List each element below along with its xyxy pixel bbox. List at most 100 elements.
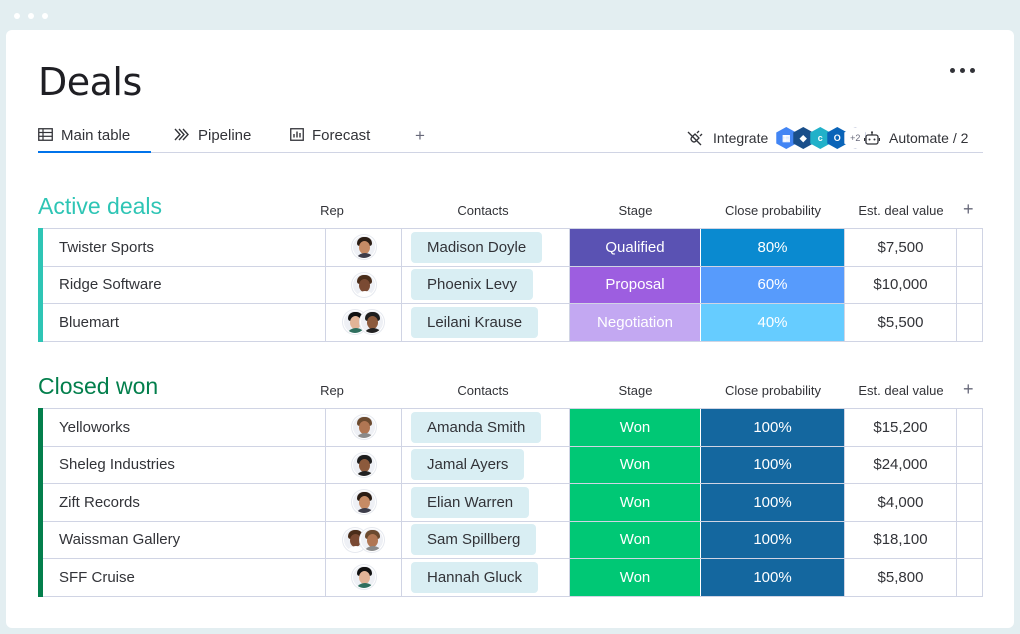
- close-probability-cell[interactable]: 100%: [701, 446, 845, 483]
- deal-name-cell[interactable]: Zift Records: [43, 484, 326, 521]
- deal-value-cell[interactable]: $15,200: [845, 409, 957, 446]
- deal-value-cell[interactable]: $4,000: [845, 484, 957, 521]
- stage-status-cell[interactable]: Won: [570, 409, 701, 446]
- add-column-button[interactable]: +: [963, 199, 974, 219]
- group-color-bar: [38, 445, 43, 484]
- browser-bar: [0, 0, 1020, 30]
- avatar[interactable]: [351, 272, 376, 297]
- integrate-button[interactable]: Integrate ▦ ◆ c O +2: [686, 126, 867, 150]
- deal-value-cell[interactable]: $24,000: [845, 446, 957, 483]
- contact-cell: Amanda Smith: [402, 409, 570, 446]
- automate-button[interactable]: Automate / 2: [864, 126, 968, 150]
- contact-chip[interactable]: Elian Warren: [411, 486, 530, 518]
- chart-icon: [290, 128, 304, 141]
- close-probability-cell[interactable]: 100%: [701, 521, 845, 558]
- rep-cell[interactable]: [326, 266, 402, 303]
- avatar[interactable]: [351, 490, 376, 515]
- deal-name-cell[interactable]: Waissman Gallery: [43, 521, 326, 558]
- close-probability-cell[interactable]: 100%: [701, 484, 845, 521]
- deal-name-cell[interactable]: Twister Sports: [43, 229, 326, 266]
- deal-name-cell[interactable]: Bluemart: [43, 304, 326, 341]
- close-probability-cell[interactable]: 100%: [701, 559, 845, 596]
- rep-cell[interactable]: [326, 304, 402, 341]
- rep-cell[interactable]: [326, 521, 402, 558]
- close-probability-cell[interactable]: 80%: [701, 229, 845, 266]
- table-row[interactable]: Waissman Gallery Sam Spillberg Won 100% $18,…: [38, 520, 983, 559]
- stage-status-cell[interactable]: Negotiation: [570, 304, 701, 341]
- rep-cell[interactable]: [326, 484, 402, 521]
- deal-value-cell[interactable]: $5,500: [845, 304, 957, 341]
- contact-cell: Madison Doyle: [402, 229, 570, 266]
- contact-chip[interactable]: Jamal Ayers: [411, 449, 525, 481]
- contact-chip[interactable]: Sam Spillberg: [411, 524, 537, 556]
- group-title[interactable]: Closed won: [38, 373, 159, 399]
- close-probability-cell[interactable]: 40%: [701, 304, 845, 341]
- contact-cell: Leilani Krause: [402, 304, 570, 341]
- deal-value-cell[interactable]: $5,800: [845, 559, 957, 596]
- avatar[interactable]: [351, 235, 376, 260]
- table-row[interactable]: Bluemart Leilani Krause Negotiation 40% $5,5…: [38, 303, 983, 342]
- contact-chip[interactable]: Hannah Gluck: [411, 561, 539, 593]
- more-options-icon[interactable]: [950, 68, 975, 73]
- column-header-rep[interactable]: Rep: [320, 203, 344, 218]
- deal-name-cell[interactable]: Yelloworks: [43, 409, 326, 446]
- deal-value-cell[interactable]: $18,100: [845, 521, 957, 558]
- app-icon: c: [810, 127, 831, 149]
- app-icon: ◆: [793, 127, 814, 149]
- tab-main-table[interactable]: Main table: [38, 123, 151, 153]
- column-header-probability[interactable]: Close probability: [724, 383, 822, 398]
- close-probability-cell[interactable]: 60%: [701, 266, 845, 303]
- avatar[interactable]: [360, 527, 384, 552]
- table-row[interactable]: Zift Records Elian Warren Won 100% $4,000: [38, 483, 983, 522]
- deal-value-cell[interactable]: $7,500: [845, 229, 957, 266]
- group-color-bar: [38, 408, 43, 447]
- table-row[interactable]: Yelloworks Amanda Smith Won 100% $15,200: [38, 408, 983, 447]
- group-color-bar: [38, 265, 43, 304]
- table-row[interactable]: Twister Sports Madison Doyle Qualified 80% $…: [38, 228, 983, 267]
- column-header-contacts[interactable]: Contacts: [457, 383, 509, 398]
- add-view-button[interactable]: +: [415, 126, 425, 145]
- avatar[interactable]: [351, 565, 376, 590]
- deal-name-cell[interactable]: Sheleg Industries: [43, 446, 326, 483]
- rep-cell[interactable]: [326, 446, 402, 483]
- contact-chip[interactable]: Phoenix Levy: [411, 269, 534, 301]
- column-header-value[interactable]: Est. deal value: [858, 383, 944, 398]
- add-column-button[interactable]: +: [963, 379, 974, 399]
- contact-cell: Sam Spillberg: [402, 521, 570, 558]
- pipeline-icon: [174, 128, 189, 141]
- tab-pipeline[interactable]: Pipeline: [174, 123, 251, 153]
- deal-value-cell[interactable]: $10,000: [845, 266, 957, 303]
- stage-status-cell[interactable]: Qualified: [570, 229, 701, 266]
- contact-chip[interactable]: Amanda Smith: [411, 411, 542, 443]
- stage-status-cell[interactable]: Won: [570, 521, 701, 558]
- stage-status-cell[interactable]: Proposal: [570, 266, 701, 303]
- rep-cell[interactable]: [326, 409, 402, 446]
- avatar[interactable]: [360, 310, 384, 335]
- table-row[interactable]: Ridge Software Phoenix Levy Proposal 60% $10…: [38, 265, 983, 304]
- column-header-stage[interactable]: Stage: [618, 203, 653, 218]
- column-header-stage[interactable]: Stage: [618, 383, 653, 398]
- stage-status-cell[interactable]: Won: [570, 446, 701, 483]
- avatar[interactable]: [351, 452, 376, 477]
- empty-cell: [957, 266, 983, 303]
- deal-name-cell[interactable]: SFF Cruise: [43, 559, 326, 596]
- rep-cell[interactable]: [326, 229, 402, 266]
- stage-status-cell[interactable]: Won: [570, 559, 701, 596]
- avatar[interactable]: [351, 415, 376, 440]
- contact-chip[interactable]: Leilani Krause: [411, 306, 539, 338]
- group-title[interactable]: Active deals: [38, 193, 163, 219]
- contact-chip[interactable]: Madison Doyle: [411, 231, 543, 263]
- column-header-value[interactable]: Est. deal value: [858, 203, 944, 218]
- column-header-rep[interactable]: Rep: [320, 383, 344, 398]
- group-color-bar: [38, 228, 43, 267]
- deal-name-cell[interactable]: Ridge Software: [43, 266, 326, 303]
- close-probability-cell[interactable]: 100%: [701, 409, 845, 446]
- rep-cell[interactable]: [326, 559, 402, 596]
- tab-forecast[interactable]: Forecast: [290, 123, 370, 153]
- table-row[interactable]: SFF Cruise Hannah Gluck Won 100% $5,800: [38, 558, 983, 597]
- column-header-probability[interactable]: Close probability: [724, 203, 822, 218]
- column-header-contacts[interactable]: Contacts: [457, 203, 509, 218]
- stage-status-cell[interactable]: Won: [570, 484, 701, 521]
- table-row[interactable]: Sheleg Industries Jamal Ayers Won 100% $24,0…: [38, 445, 983, 484]
- group-color-bar: [38, 303, 43, 342]
